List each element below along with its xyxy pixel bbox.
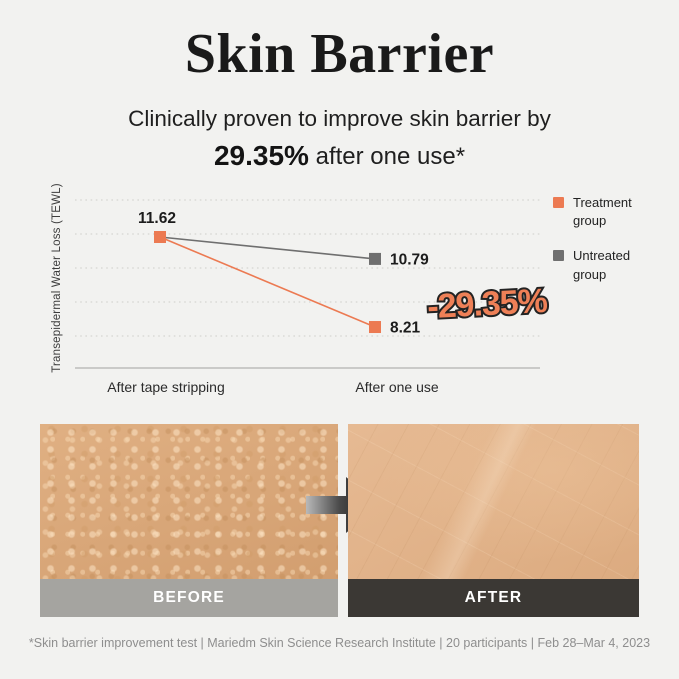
footnote: *Skin barrier improvement test | Mariedm…: [28, 636, 651, 650]
before-label-bar: BEFORE: [40, 579, 338, 617]
legend-item-treatment: Treatment group: [553, 194, 673, 230]
legend-label-untreated: Untreated group: [573, 248, 631, 282]
subtitle-line1: Clinically proven to improve skin barrie…: [128, 106, 551, 131]
page-title: Skin Barrier: [184, 23, 495, 85]
before-photo-panel: BEFORE: [40, 424, 338, 617]
point-label: 10.79: [390, 251, 429, 268]
after-label: AFTER: [464, 589, 523, 606]
point-label: 11.62: [138, 210, 176, 227]
series-line-treatment: [159, 236, 376, 328]
after-photo-panel: AFTER: [348, 424, 639, 617]
subtitle: Clinically proven to improve skin barrie…: [0, 103, 679, 176]
y-axis-label: Transepidermal Water Loss (TEWL): [51, 183, 63, 373]
chart-legend: Treatment group Untreated group: [553, 194, 673, 301]
after-label-bar: AFTER: [348, 579, 639, 617]
subtitle-rest: after one use*: [308, 142, 466, 170]
x-tick-label: After one use: [355, 379, 438, 395]
marker-treatment-0: [154, 231, 166, 243]
marker-treatment-1: [369, 321, 381, 334]
annotation-percent: -29.35%: [426, 282, 548, 326]
before-label: BEFORE: [153, 589, 225, 606]
percent-highlight: 29.35%: [213, 139, 309, 171]
chart-plot: After tape stripping After one use 11.62 10…: [75, 199, 551, 395]
legend-item-untreated: Untreated group: [553, 247, 673, 283]
treatment-swatch-icon: [553, 197, 564, 208]
series-line-untreated: [159, 236, 376, 260]
untreated-swatch-icon: [553, 250, 564, 262]
marker-untreated-1: [369, 252, 381, 265]
before-skin-image: [40, 424, 338, 579]
x-tick-label: After tape stripping: [107, 379, 225, 395]
point-label: 8.21: [390, 320, 421, 337]
legend-label-treatment: Treatment group: [573, 195, 632, 229]
tewl-chart: After tape stripping After one use 11.62 10…: [0, 178, 679, 418]
after-skin-image: [348, 424, 639, 579]
subtitle-line2: 29.35% after one use*: [0, 136, 679, 177]
